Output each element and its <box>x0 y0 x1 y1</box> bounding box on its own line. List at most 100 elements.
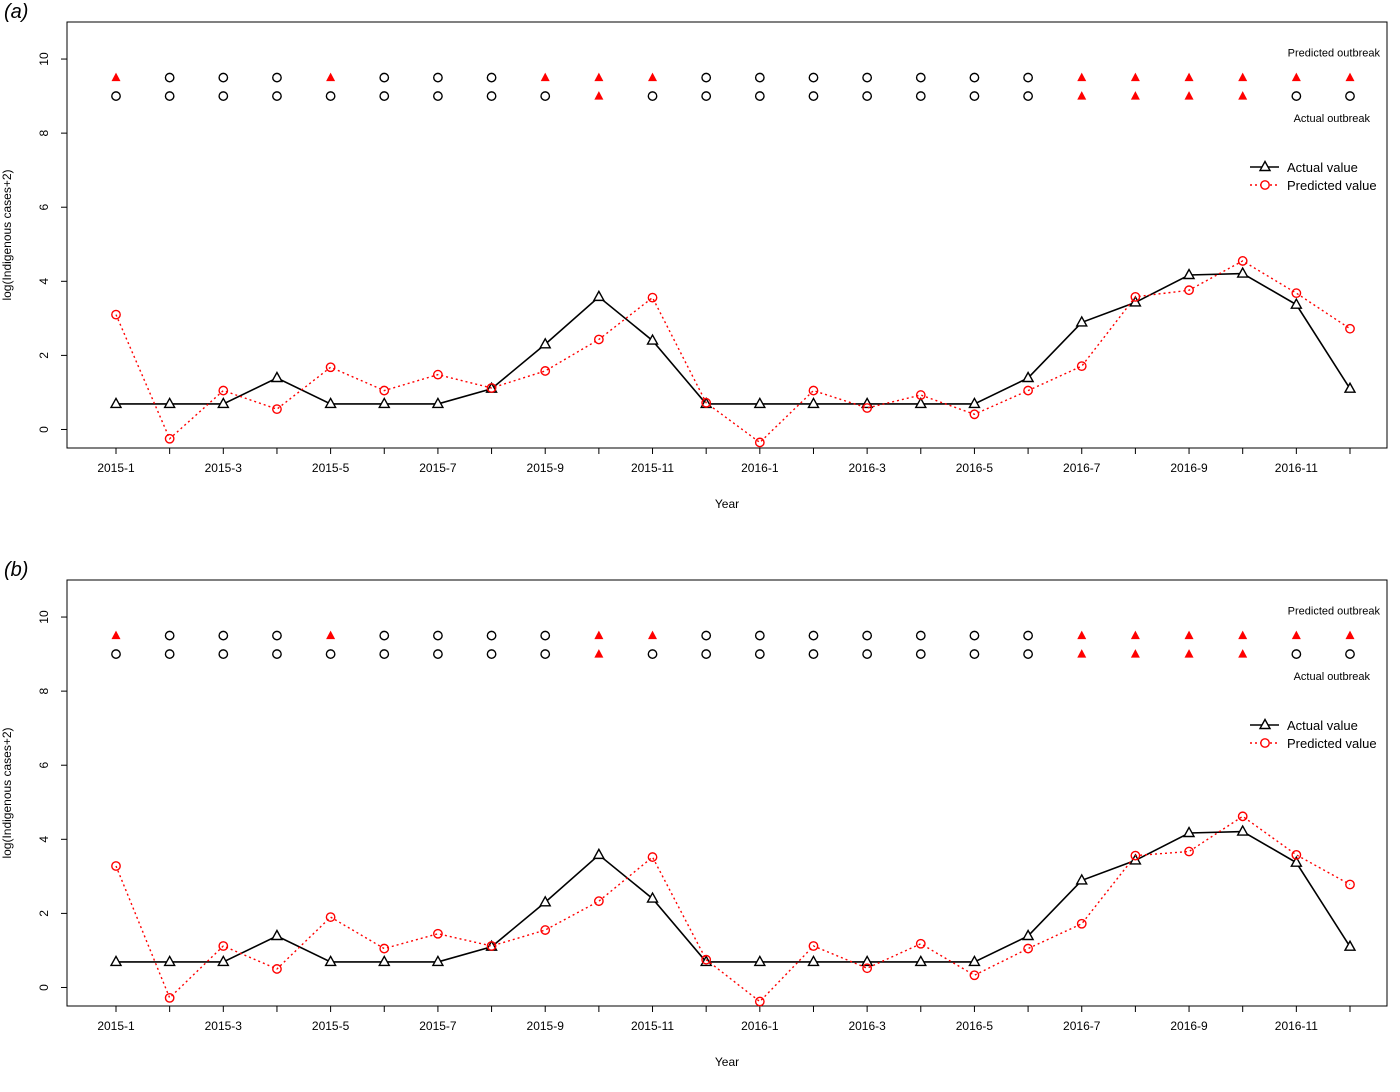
chart-a-legend-marker <box>1258 160 1272 172</box>
chart-b-xlabel: Year <box>715 1055 739 1069</box>
chart-b-actual-point <box>1021 929 1035 941</box>
chart-a-predicted-no-outbreak-marker <box>272 72 282 83</box>
chart-a-xtick-label: 2015-9 <box>527 461 565 475</box>
chart-a-actual-point <box>914 396 927 409</box>
chart-b-actual-point <box>217 954 230 967</box>
chart-a-predicted-outbreak-marker <box>1184 72 1194 82</box>
chart-b-actual-outbreak-marker <box>1077 649 1087 658</box>
chart-a-ytick-label: 8 <box>37 129 51 136</box>
chart-a-predicted-no-outbreak-marker <box>701 72 712 83</box>
chart-a-actual-point <box>1021 371 1035 383</box>
chart-b-actual-point <box>163 954 176 967</box>
chart-b-legend-label: Actual value <box>1287 718 1358 733</box>
chart-b-actual-no-outbreak-marker <box>218 649 229 659</box>
chart-a-predicted-point <box>486 383 497 393</box>
chart-b-predicted-point <box>540 925 551 935</box>
chart-b-actual-no-outbreak-marker <box>808 649 819 659</box>
chart-b-predicted-point <box>593 896 604 907</box>
chart-a-predicted-point <box>540 366 551 376</box>
chart-a-predicted-point <box>1076 361 1087 372</box>
chart-b-predicted-outbreak-marker <box>111 630 121 640</box>
chart-a-predicted-no-outbreak-marker <box>433 72 443 83</box>
chart-b-predicted-outbreak-marker <box>648 630 658 640</box>
chart-b-predicted-outbreak-marker <box>1291 630 1301 640</box>
chart-a-legend-label: Actual value <box>1287 160 1358 175</box>
chart-b-actual-no-outbreak-marker <box>540 649 551 659</box>
chart-a-predicted-no-outbreak-marker <box>486 72 497 83</box>
chart-a-actual-point <box>431 396 445 409</box>
chart-a-xtick-label: 2015-11 <box>631 461 674 475</box>
chart-a-predicted-outbreak-marker <box>1238 72 1248 82</box>
chart-a-predicted-point <box>325 362 336 373</box>
chart-a-legend-marker <box>1260 180 1270 190</box>
chart-b-actual-point <box>592 847 606 860</box>
chart-a-actual-no-outbreak-marker <box>1023 91 1033 101</box>
chart-a-actual-no-outbreak-marker <box>111 91 121 101</box>
chart-a-plot-frame <box>66 21 1388 449</box>
chart-a-actual-no-outbreak-marker <box>808 91 819 101</box>
chart-b-predicted-no-outbreak-marker <box>862 630 873 641</box>
chart-a-predicted-point <box>754 437 765 448</box>
chart-b-xtick-label: 2015-1 <box>97 1019 135 1033</box>
chart-b-ytick-label: 10 <box>37 610 51 624</box>
chart-b-predicted-no-outbreak-marker <box>915 630 926 641</box>
chart-a-actual-point <box>592 289 606 302</box>
chart-b-legend-marker <box>1260 738 1270 748</box>
chart-b-actual-point <box>646 891 659 903</box>
chart-b-actual-point <box>324 954 337 967</box>
chart-b-predicted-outbreak-marker <box>1130 630 1140 640</box>
chart-a-actual-outbreak-marker <box>594 91 604 100</box>
chart-b-series-line-predicted <box>115 815 1351 1003</box>
chart-b-predicted-point <box>218 941 229 951</box>
chart-b-actual-no-outbreak-marker <box>272 649 282 659</box>
chart-b-predicted-point <box>379 943 390 954</box>
chart-a-actual-no-outbreak-marker <box>164 91 175 101</box>
chart-a-actual-point <box>1343 381 1357 393</box>
chart-a-xlabel: Year <box>715 497 739 511</box>
chart-b-actual-point <box>1236 824 1249 836</box>
chart-b-series-line-actual <box>116 830 1351 963</box>
chart-b-actual-outbreak-label: Actual outbreak <box>1294 671 1371 683</box>
chart-a-predicted-point <box>164 433 175 444</box>
chart-a-predicted-outbreak-marker <box>1291 72 1301 82</box>
chart-b-actual-no-outbreak-marker <box>915 649 926 659</box>
chart-b-predicted-no-outbreak-marker <box>379 630 390 641</box>
chart-b-plot-frame <box>66 579 1388 1007</box>
chart-b-predicted-no-outbreak-marker <box>433 630 443 641</box>
chart-b-predicted-point <box>1237 811 1248 822</box>
chart-b-predicted-outbreak-label: Predicted outbreak <box>1288 606 1381 618</box>
chart-b-actual-no-outbreak-marker <box>862 649 873 659</box>
chart-b-legend-label: Predicted value <box>1287 736 1377 751</box>
chart-b-actual-outbreak-marker <box>1238 649 1248 658</box>
chart-a-series-line-actual <box>116 272 1351 405</box>
chart-b-xtick-label: 2016-3 <box>848 1019 886 1033</box>
chart-b-xtick-label: 2015-3 <box>205 1019 243 1033</box>
chart-a-predicted-outbreak-marker <box>1345 72 1355 82</box>
chart-b-predicted-outbreak-marker <box>594 630 604 640</box>
chart-a-xtick-label: 2015-5 <box>312 461 350 475</box>
chart-b-actual-outbreak-marker <box>1130 649 1140 658</box>
chart-b-actual-point <box>431 954 445 967</box>
chart-a-actual-no-outbreak-marker <box>379 91 390 101</box>
chart-a-predicted-no-outbreak-marker <box>862 72 873 83</box>
chart-b-predicted-no-outbreak-marker <box>272 630 282 641</box>
chart-b-actual-point <box>807 954 820 967</box>
chart-b-predicted-no-outbreak-marker <box>486 630 497 641</box>
chart-b: (b) 0 2 4 6 8 10 log(Indigenous cases+2) 2015-1 2… <box>0 559 1388 1069</box>
chart-a-actual-outbreak-marker <box>1077 91 1087 100</box>
chart-a-predicted-outbreak-marker <box>594 72 604 82</box>
chart-a-actual-point <box>109 396 123 409</box>
chart-b-xtick-label: 2015-7 <box>419 1019 457 1033</box>
chart-a-predicted-no-outbreak-marker <box>218 72 229 83</box>
chart-a-predicted-outbreak-marker <box>1130 72 1140 82</box>
chart-b-actual-no-outbreak-marker <box>379 649 390 659</box>
chart-a-predicted-outbreak-marker <box>1077 72 1087 82</box>
chart-a-actual-outbreak-marker <box>1184 91 1194 100</box>
chart-b-legend-marker <box>1258 718 1272 730</box>
chart-a-actual-no-outbreak-marker <box>701 91 712 101</box>
chart-b-actual-no-outbreak-marker <box>486 649 497 659</box>
chart-a-actual-no-outbreak-marker <box>218 91 229 101</box>
chart-b-actual-no-outbreak-marker <box>111 649 121 659</box>
chart-a-predicted-point <box>593 334 604 345</box>
chart-a-predicted-no-outbreak-marker <box>969 72 980 83</box>
